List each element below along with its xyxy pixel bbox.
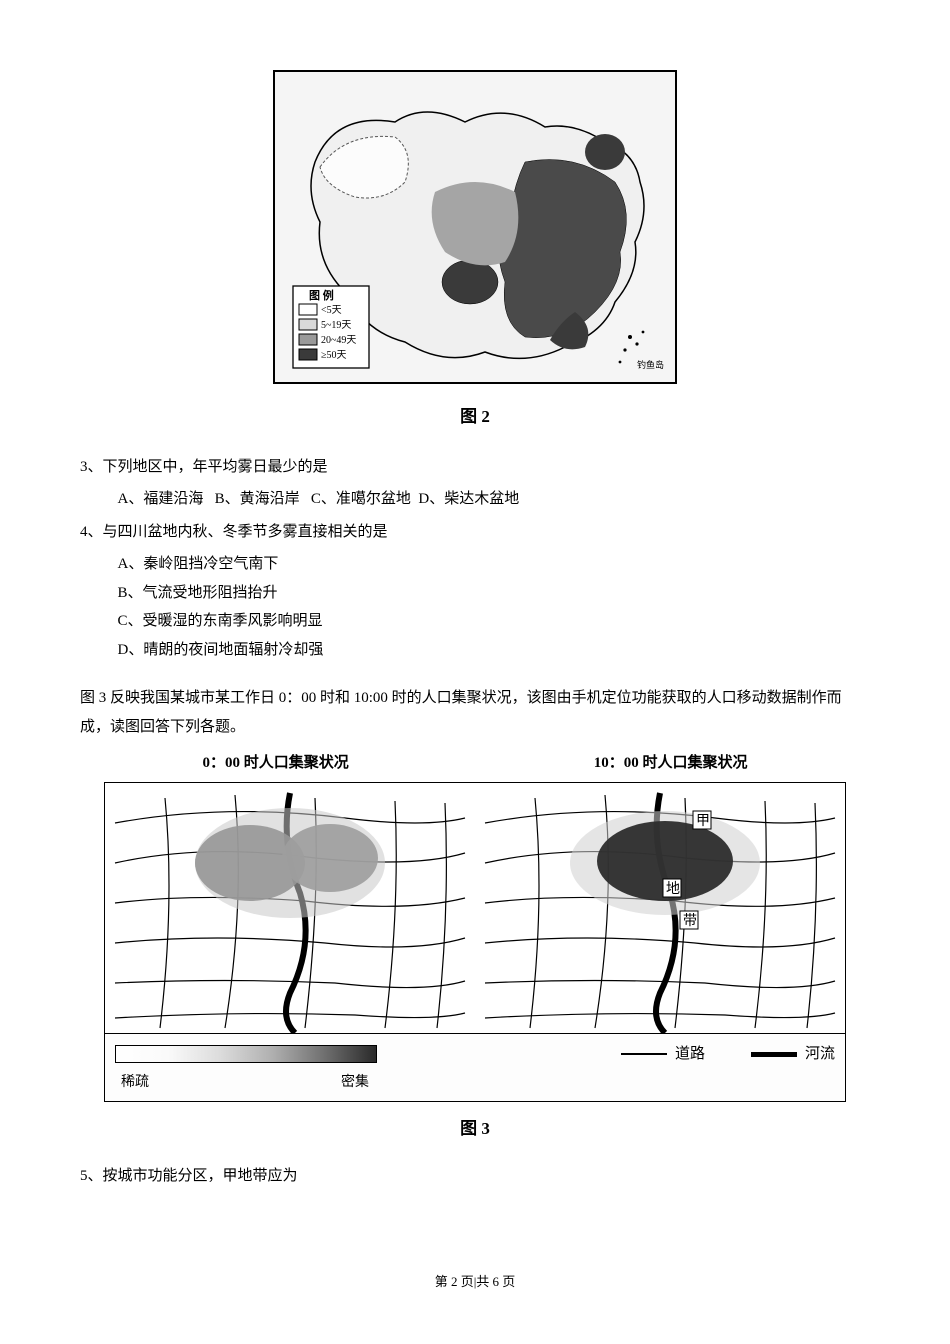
svg-text:地: 地 — [666, 881, 680, 897]
svg-text:5~19天: 5~19天 — [321, 320, 351, 331]
figure-3-map-left — [105, 783, 475, 1033]
question-3-stem: 3、下列地区中，年平均雾日最少的是 — [80, 453, 870, 482]
figure-3-title-left: 0：00 时人口集聚状况 — [202, 749, 348, 778]
figure-2: 钓鱼岛 图 例 <5天 5~19天 20~49天 ≥50天 图 2 — [80, 70, 870, 433]
q3-opt-a: A、福建沿海 — [118, 491, 204, 507]
question-3-options: A、福建沿海 B、黄海沿岸 C、准噶尔盆地 D、柴达木盆地 — [80, 485, 870, 514]
figure-3: 0：00 时人口集聚状况 10：00 时人口集聚状况 — [80, 749, 870, 1145]
q4-opt-c: C、受暖湿的东南季风影响明显 — [80, 607, 870, 636]
legend-dense-label: 密集 — [341, 1070, 369, 1097]
svg-text:≥50天: ≥50天 — [321, 350, 347, 361]
question-4-stem: 4、与四川盆地内秋、冬季节多雾直接相关的是 — [80, 518, 870, 547]
legend-road-label: 道路 — [675, 1040, 705, 1069]
q3-opt-c: C、准噶尔盆地 — [311, 491, 411, 507]
page-footer: 第 2 页|共 6 页 — [80, 1270, 870, 1295]
road-line-icon — [621, 1053, 667, 1055]
figure-3-map-right: 甲 地 带 — [475, 783, 845, 1033]
figure-3-title-right: 10：00 时人口集聚状况 — [594, 749, 748, 778]
figure-3-intro: 图 3 反映我国某城市某工作日 0：00 时和 10:00 时的人口集聚状况，该… — [80, 684, 870, 741]
q3-opt-b: B、黄海沿岸 — [215, 491, 300, 507]
svg-text:<5天: <5天 — [321, 305, 342, 316]
q4-opt-a: A、秦岭阻挡冷空气南下 — [80, 550, 870, 579]
river-line-icon — [751, 1052, 797, 1057]
svg-text:带: 带 — [683, 913, 697, 929]
figure-3-legend: 道路 河流 稀疏 密集 — [105, 1033, 845, 1101]
question-5-stem: 5、按城市功能分区，甲地带应为 — [80, 1162, 870, 1191]
svg-text:甲: 甲 — [696, 814, 710, 829]
legend-river-label: 河流 — [805, 1040, 835, 1069]
density-gradient-bar — [115, 1045, 377, 1063]
q3-opt-d: D、柴达木盆地 — [418, 491, 519, 507]
figure-3-caption: 图 3 — [80, 1113, 870, 1145]
svg-text:20~49天: 20~49天 — [321, 335, 356, 346]
q4-opt-d: D、晴朗的夜间地面辐射冷却强 — [80, 636, 870, 665]
island-label: 钓鱼岛 — [637, 359, 664, 370]
q4-opt-b: B、气流受地形阻挡抬升 — [80, 579, 870, 608]
svg-text:图 例: 图 例 — [309, 288, 334, 302]
figure-2-caption: 图 2 — [80, 401, 870, 433]
figure-2-map: 钓鱼岛 图 例 <5天 5~19天 20~49天 ≥50天 — [273, 70, 677, 384]
legend-sparse-label: 稀疏 — [121, 1070, 149, 1097]
